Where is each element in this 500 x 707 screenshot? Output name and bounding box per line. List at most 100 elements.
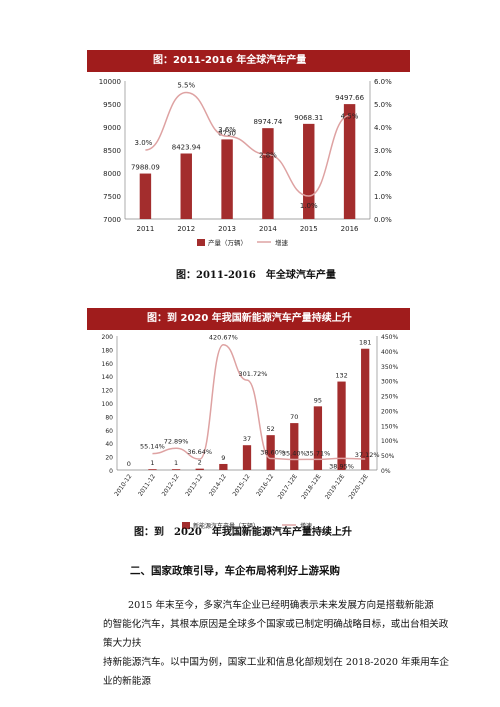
bar xyxy=(180,153,192,219)
growth-value-label: 38.95% xyxy=(329,462,354,470)
bar xyxy=(171,469,181,470)
x-tick-label: 2012 xyxy=(177,225,195,233)
bar-value-label: 132 xyxy=(335,372,347,380)
x-tick-label: 2019-12E xyxy=(324,473,346,501)
bar xyxy=(139,173,152,219)
bar-value-label: 1 xyxy=(174,459,178,467)
bar xyxy=(262,128,274,219)
legend-bar-label: 新能源汽车产量（万辆） xyxy=(193,522,259,530)
legend-bar-swatch xyxy=(197,239,205,246)
y-tick-label: 20 xyxy=(105,455,113,462)
chart-1-caption: 图：2011-2016 年全球汽车产量 xyxy=(176,270,336,281)
y2-tick-label: 400% xyxy=(381,349,398,356)
bar xyxy=(290,423,299,470)
x-tick-label: 2011 xyxy=(137,225,155,233)
growth-value-label: 420.67% xyxy=(209,334,238,342)
chart-1-header: 图：2011-2016 年全球汽车产量 xyxy=(87,50,410,72)
section-title: 二、国家政策引导，车企布局将利好上游采购 xyxy=(130,565,340,577)
paragraph-line: 持新能源汽车。以中国为例，国家工业和信息化部规划在 2018-2020 年乘用车… xyxy=(103,657,449,687)
paragraph-line: 2015 年末至今，多家汽车企业已经明确表示未来发展方向是搭载新能源 xyxy=(128,600,434,611)
chart-1: 图：2011-2016 年全球汽车产量 7000 7500 8000 8500 9000… xyxy=(87,50,410,252)
bar-value-label: 52 xyxy=(266,425,274,433)
bar xyxy=(266,435,275,470)
bar xyxy=(219,463,228,470)
y-tick-label: 40 xyxy=(105,441,113,448)
y-tick-label: 200 xyxy=(102,334,114,341)
y-tick-label: 120 xyxy=(102,388,114,395)
x-tick-label: 2014 xyxy=(259,225,277,233)
x-tick-label: 2020-12E xyxy=(348,473,370,501)
growth-value-label: 4.5% xyxy=(341,113,359,121)
x-tick-label: 2010-12 xyxy=(113,473,133,498)
body-paragraph: 2015 年末至今，多家汽车企业已经明确表示未来发展方向是搭载新能源 的智能化汽… xyxy=(103,596,457,691)
x-tick-label: 2017-12E xyxy=(277,473,299,501)
x-tick-label: 2015-12 xyxy=(232,473,252,498)
bar-value-label: 8423.94 xyxy=(172,143,201,151)
x-tick-label: 2011-12 xyxy=(137,473,157,498)
y-tick-label: 9000 xyxy=(103,124,121,132)
y-tick-label: 180 xyxy=(102,347,114,354)
bar xyxy=(313,406,323,470)
bar-value-label: 9068.31 xyxy=(294,114,323,122)
bar-value-label: 2 xyxy=(198,459,202,467)
y-tick-label: 9500 xyxy=(103,101,121,109)
growth-value-label: 35.71% xyxy=(306,449,331,457)
growth-value-label: 301.72% xyxy=(239,370,268,378)
growth-value-label: 2.8% xyxy=(259,152,277,160)
x-tick-label: 2015 xyxy=(300,225,318,233)
y2-tick-label: 50% xyxy=(381,453,395,460)
x-tick-label: 2014-12 xyxy=(208,473,228,498)
y2-tick-label: 250% xyxy=(381,394,398,401)
legend-line-label: 增速 xyxy=(275,238,289,247)
bar-value-label: 181 xyxy=(359,339,371,347)
y2-tick-label: 300% xyxy=(381,379,398,386)
growth-value-label: 38.60% xyxy=(260,449,285,457)
y-tick-label: 140 xyxy=(102,374,114,381)
growth-value-label: 35.40% xyxy=(282,449,307,457)
y2-tick-label: 1.0% xyxy=(374,193,392,201)
y-tick-label: 8000 xyxy=(103,170,121,178)
y2-tick-label: 0% xyxy=(381,468,391,475)
y2-tick-label: 450% xyxy=(381,334,398,341)
bar-value-label: 37 xyxy=(243,435,251,443)
bar-value-label: 8730 xyxy=(218,129,236,137)
y-tick-label: 80 xyxy=(105,414,113,421)
growth-value-label: 5.5% xyxy=(177,82,195,90)
chart-2: 图：到 2020 年我国新能源汽车产量持续上升 0 20 40 60 80 100 120 1… xyxy=(87,308,410,535)
y-tick-label: 160 xyxy=(102,361,114,368)
bar-value-label: 0 xyxy=(127,460,131,468)
bar-value-label: 9 xyxy=(221,454,225,462)
y2-tick-label: 100% xyxy=(381,438,398,445)
x-tick-label: 2013 xyxy=(218,225,236,233)
bar xyxy=(361,348,370,470)
x-tick-label: 2018-12E xyxy=(300,473,322,501)
x-tick-label: 2013-12 xyxy=(184,473,204,498)
x-tick-label: 2016 xyxy=(341,225,359,233)
bar-value-label: 9497.66 xyxy=(335,94,364,102)
growth-value-label: 3.0% xyxy=(135,139,153,147)
bar-value-label: 8974.74 xyxy=(253,118,282,126)
growth-value-label: 55.14% xyxy=(140,443,165,451)
chart-2-header: 图：到 2020 年我国新能源汽车产量持续上升 xyxy=(87,308,410,330)
y2-tick-label: 3.0% xyxy=(374,147,392,155)
bar xyxy=(303,123,315,219)
bar xyxy=(242,445,252,470)
chart-2-caption: 图：到 2020 年我国新能源汽车产量持续上升 xyxy=(134,527,352,538)
x-tick-label: 2016-12 xyxy=(255,473,275,498)
growth-value-label: 1.0% xyxy=(300,202,318,210)
bar-value-label: 70 xyxy=(290,413,298,421)
bar-value-label: 1 xyxy=(150,459,154,467)
y-tick-label: 60 xyxy=(105,428,113,435)
bar-value-label: 7988.09 xyxy=(131,164,160,172)
bar xyxy=(337,381,346,470)
bar-value-label: 95 xyxy=(314,396,322,404)
growth-value-label: 36.64% xyxy=(187,448,212,456)
paragraph-line: 的智能化汽车，其根本原因是全球多个国家或已制定明确战略目标，或出台相关政策大力扶 xyxy=(103,619,449,649)
y2-tick-label: 200% xyxy=(381,408,398,415)
chart-1-plot: 7000 7500 8000 8500 9000 9500 10000 0.0% 1.0% 2.0… xyxy=(99,78,392,247)
bar xyxy=(221,139,233,219)
y2-tick-label: 4.0% xyxy=(374,124,392,132)
legend-line-label: 增速 xyxy=(300,522,312,530)
y-tick-label: 8500 xyxy=(103,147,121,155)
y2-tick-label: 0.0% xyxy=(374,216,392,224)
